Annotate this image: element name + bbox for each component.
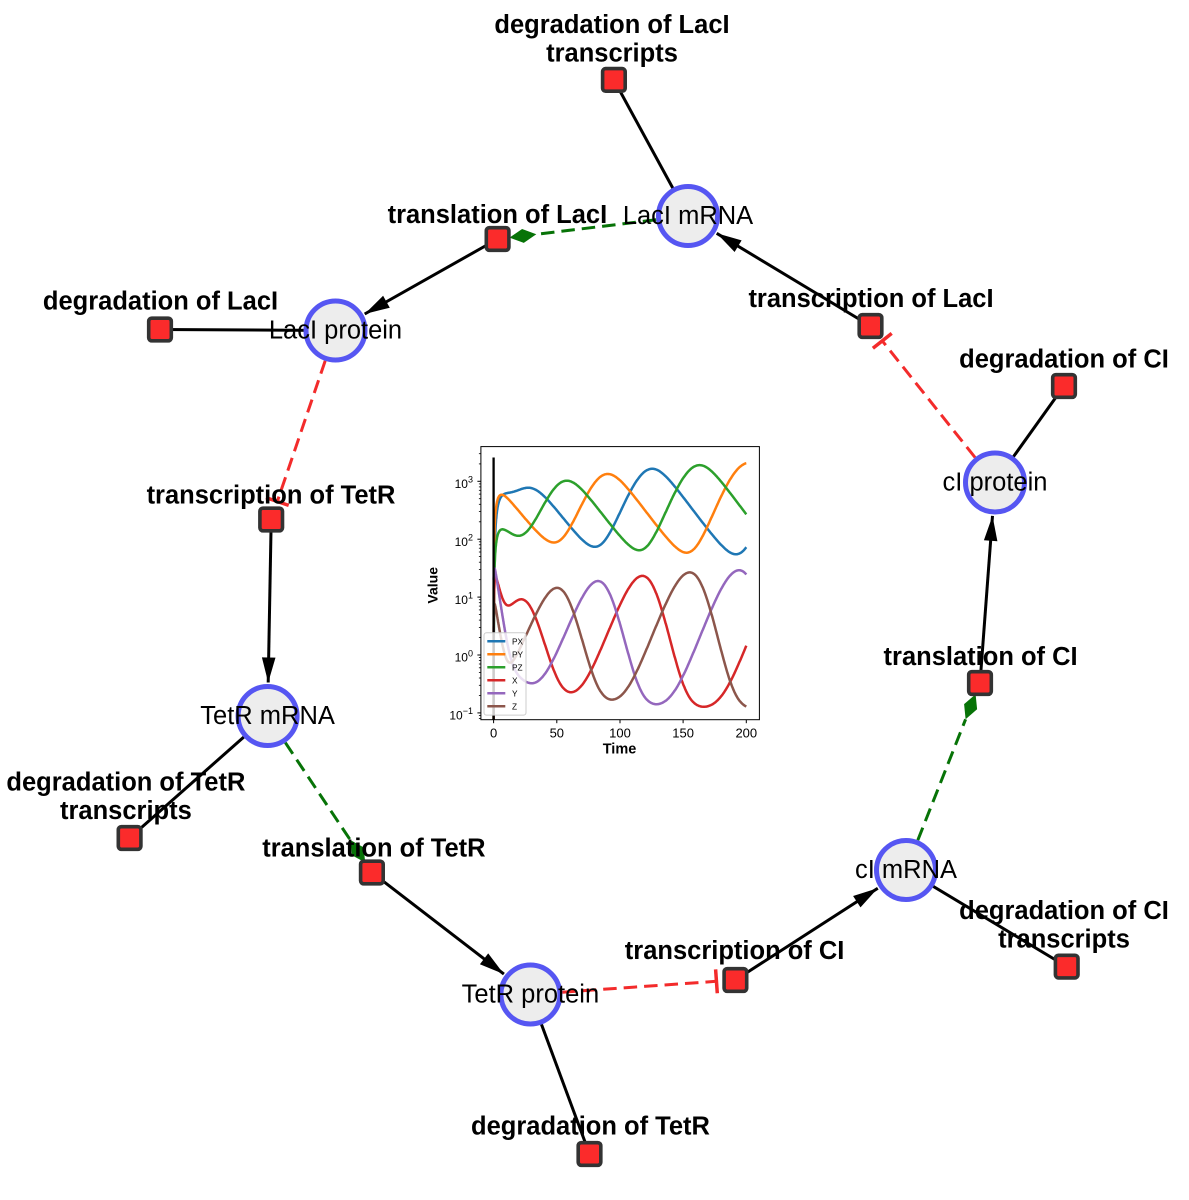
svg-text:translation of CI: translation of CI [884, 643, 1078, 671]
svg-text:degradation of CI: degradation of CI [959, 346, 1169, 374]
svg-text:LacI protein: LacI protein [269, 317, 402, 345]
svg-text:X: X [512, 675, 518, 685]
svg-text:transcripts: transcripts [546, 39, 678, 67]
svg-text:150: 150 [672, 726, 694, 741]
svg-text:translation of LacI: translation of LacI [388, 201, 608, 229]
svg-text:100: 100 [609, 726, 631, 741]
svg-text:Y: Y [512, 688, 518, 698]
svg-text:degradation of LacI: degradation of LacI [43, 288, 278, 316]
svg-text:cI protein: cI protein [943, 469, 1048, 497]
svg-text:Value: Value [424, 567, 440, 604]
svg-text:transcripts: transcripts [60, 797, 192, 825]
svg-text:50: 50 [550, 726, 564, 741]
svg-text:200: 200 [735, 726, 757, 741]
svg-text:transcription of LacI: transcription of LacI [748, 285, 993, 313]
svg-text:PY: PY [512, 649, 524, 659]
svg-text:degradation of LacI: degradation of LacI [494, 11, 729, 39]
svg-text:transcripts: transcripts [998, 926, 1130, 954]
svg-text:PZ: PZ [512, 662, 523, 672]
svg-text:transcription of TetR: transcription of TetR [147, 482, 396, 510]
svg-text:TetR protein: TetR protein [462, 981, 600, 1009]
svg-text:LacI mRNA: LacI mRNA [623, 202, 753, 230]
svg-text:degradation of TetR: degradation of TetR [471, 1112, 710, 1140]
svg-text:transcription of CI: transcription of CI [625, 937, 845, 965]
svg-text:cI mRNA: cI mRNA [855, 856, 957, 884]
svg-text:translation of TetR: translation of TetR [262, 834, 485, 862]
svg-text:Time: Time [603, 742, 637, 758]
svg-text:0: 0 [490, 726, 497, 741]
svg-text:degradation of CI: degradation of CI [959, 897, 1169, 925]
svg-text:degradation of TetR: degradation of TetR [6, 768, 245, 796]
svg-text:PX: PX [512, 636, 524, 646]
svg-text:Z: Z [512, 701, 517, 711]
svg-text:TetR mRNA: TetR mRNA [200, 702, 335, 730]
